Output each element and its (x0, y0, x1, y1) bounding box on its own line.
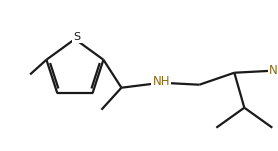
Text: S: S (73, 32, 81, 42)
Text: N: N (269, 64, 278, 77)
Text: NH: NH (153, 75, 170, 88)
